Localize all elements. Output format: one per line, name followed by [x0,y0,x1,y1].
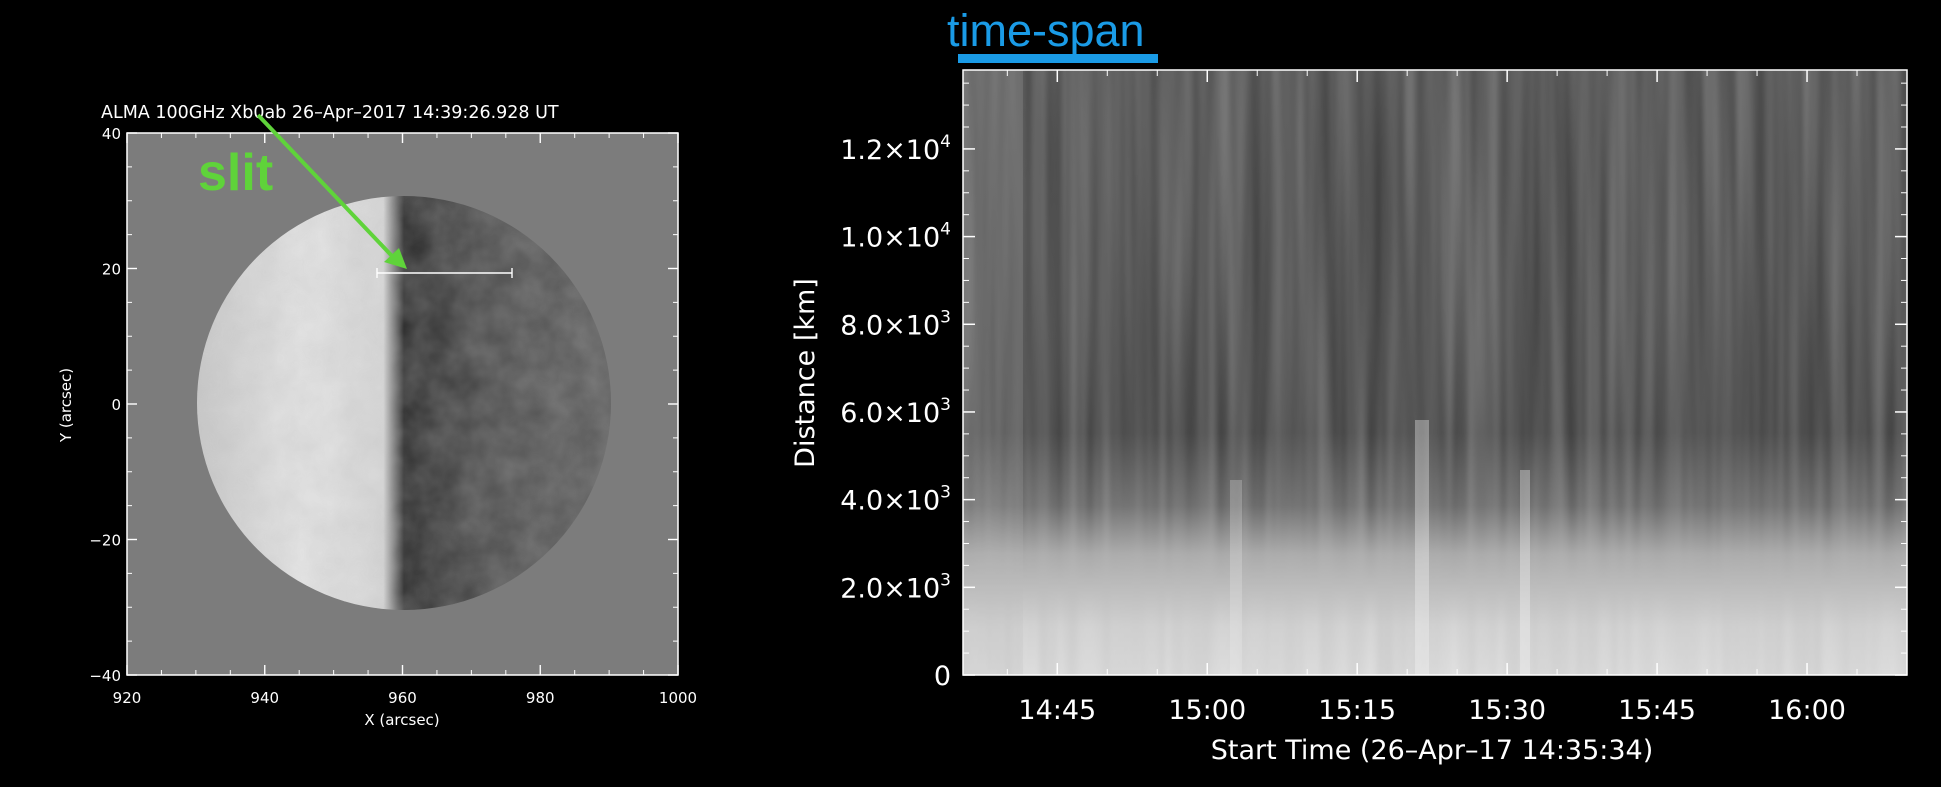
right-ytick-label: 8.0×103 [840,307,951,341]
left-xtick-label: 920 [113,689,142,707]
right-xtick-label: 15:45 [1618,695,1696,726]
right-xtick-label: 16:00 [1768,695,1846,726]
right-axis-ticks: 14:45 15:00 15:15 15:30 15:45 16:00 1.2×104 1.0… [840,70,1908,726]
left-ytick-label: 40 [102,125,121,143]
slit-arrow-head [384,248,407,269]
left-ytick-label: −40 [89,667,121,685]
left-xtick-label: 960 [388,689,417,707]
right-ytick-label: 4.0×103 [840,483,951,517]
time-span-bar [958,54,1158,63]
left-title: ALMA 100GHz Xb0ab 26–Apr–2017 14:39:26.9… [101,103,559,123]
left-ytick-label: −20 [89,532,121,550]
right-ytick-label: 1.2×104 [840,132,951,166]
left-xtick-label: 1000 [659,689,697,707]
right-xtick-label: 15:15 [1318,695,1396,726]
right-ytick-label: 2.0×103 [840,570,951,604]
left-xlabel: X (arcsec) [364,711,439,729]
slit-annotation: slit [198,144,273,202]
left-ytick-label: 0 [111,396,121,414]
left-ytick-label: 20 [102,261,121,279]
left-xtick-label: 940 [250,689,279,707]
right-xtick-label: 15:30 [1468,695,1546,726]
left-axis-ticks: 920 940 960 980 1000 40 20 0 −20 −40 [89,125,697,707]
right-xtick-label: 14:45 [1018,695,1096,726]
right-ylabel: Distance [km] [790,278,821,468]
heatmap-border [962,69,1908,676]
right-ytick-label: 1.0×104 [840,220,951,254]
heatmap-texture [963,70,1907,675]
left-map-panel: 920 940 960 980 1000 40 20 0 −20 −40 ALMA 100GHz … [57,103,697,729]
right-ytick-label: 6.0×103 [840,395,951,429]
right-xlabel: Start Time (26–Apr–17 14:35:34) [1211,735,1654,766]
right-timedistance-panel: 14:45 15:00 15:15 15:30 15:45 16:00 1.2×104 1.0… [790,5,1908,766]
left-xtick-label: 980 [526,689,555,707]
right-ytick-label: 0 [934,661,951,692]
left-ylabel: Y (arcsec) [57,368,75,443]
right-xtick-label: 15:00 [1168,695,1246,726]
time-span-annotation: time-span [947,5,1145,56]
slit-arrow-shaft [256,113,394,258]
disk-texture [197,196,611,610]
